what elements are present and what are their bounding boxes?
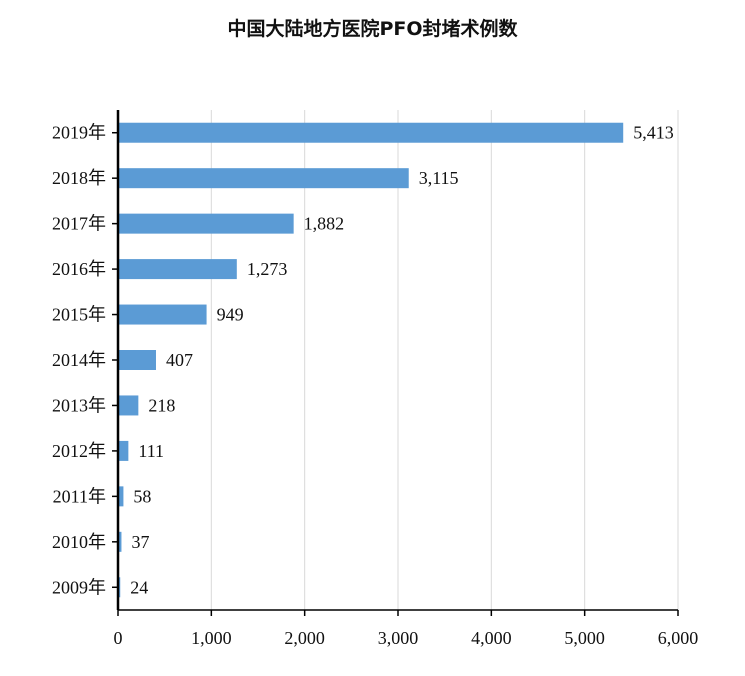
x-tick-label: 1,000: [191, 628, 232, 648]
category-label: 2015年: [52, 305, 106, 325]
category-label: 2012年: [52, 441, 106, 461]
data-label: 407: [166, 350, 193, 370]
bar: [118, 259, 237, 280]
axes: [112, 110, 679, 616]
bar: [118, 350, 156, 370]
category-label: 2010年: [52, 532, 106, 552]
data-label: 1,882: [304, 214, 345, 234]
bar: [118, 168, 409, 189]
bars: [118, 122, 624, 598]
bar: [118, 122, 624, 143]
category-label: 2018年: [52, 168, 106, 188]
x-tick-label: 5,000: [564, 628, 605, 648]
bar: [118, 395, 139, 416]
x-tick-label: 6,000: [658, 628, 699, 648]
category-label: 2014年: [52, 350, 106, 370]
data-label: 111: [138, 441, 164, 461]
x-tick-label: 0: [114, 628, 123, 648]
chart-title: 中国大陆地方医院PFO封堵术例数: [227, 18, 518, 40]
bar: [118, 440, 129, 461]
gridlines: [210, 110, 679, 610]
data-label: 3,115: [419, 168, 459, 188]
bar: [118, 213, 294, 234]
category-label: 2009年: [52, 577, 106, 597]
data-label: 24: [130, 577, 148, 597]
bar: [118, 531, 122, 552]
data-label: 37: [131, 532, 149, 552]
x-tick-label: 3,000: [378, 628, 419, 648]
x-tick-label: 2,000: [284, 628, 325, 648]
data-label: 218: [148, 395, 175, 415]
bar: [118, 486, 124, 507]
category-label: 2016年: [52, 259, 106, 279]
data-label: 5,413: [633, 123, 674, 143]
bar: [118, 304, 207, 325]
x-tick-label: 4,000: [471, 628, 512, 648]
category-label: 2011年: [53, 486, 106, 506]
labels: 0 1,000 2,000 3,000 4,000 5,000 6,000 2019年 5,41…: [52, 123, 698, 648]
data-label: 58: [133, 486, 151, 506]
data-label: 949: [217, 305, 244, 325]
category-label: 2013年: [52, 395, 106, 415]
category-label: 2017年: [52, 214, 106, 234]
data-label: 1,273: [247, 259, 288, 279]
category-label: 2019年: [52, 123, 106, 143]
